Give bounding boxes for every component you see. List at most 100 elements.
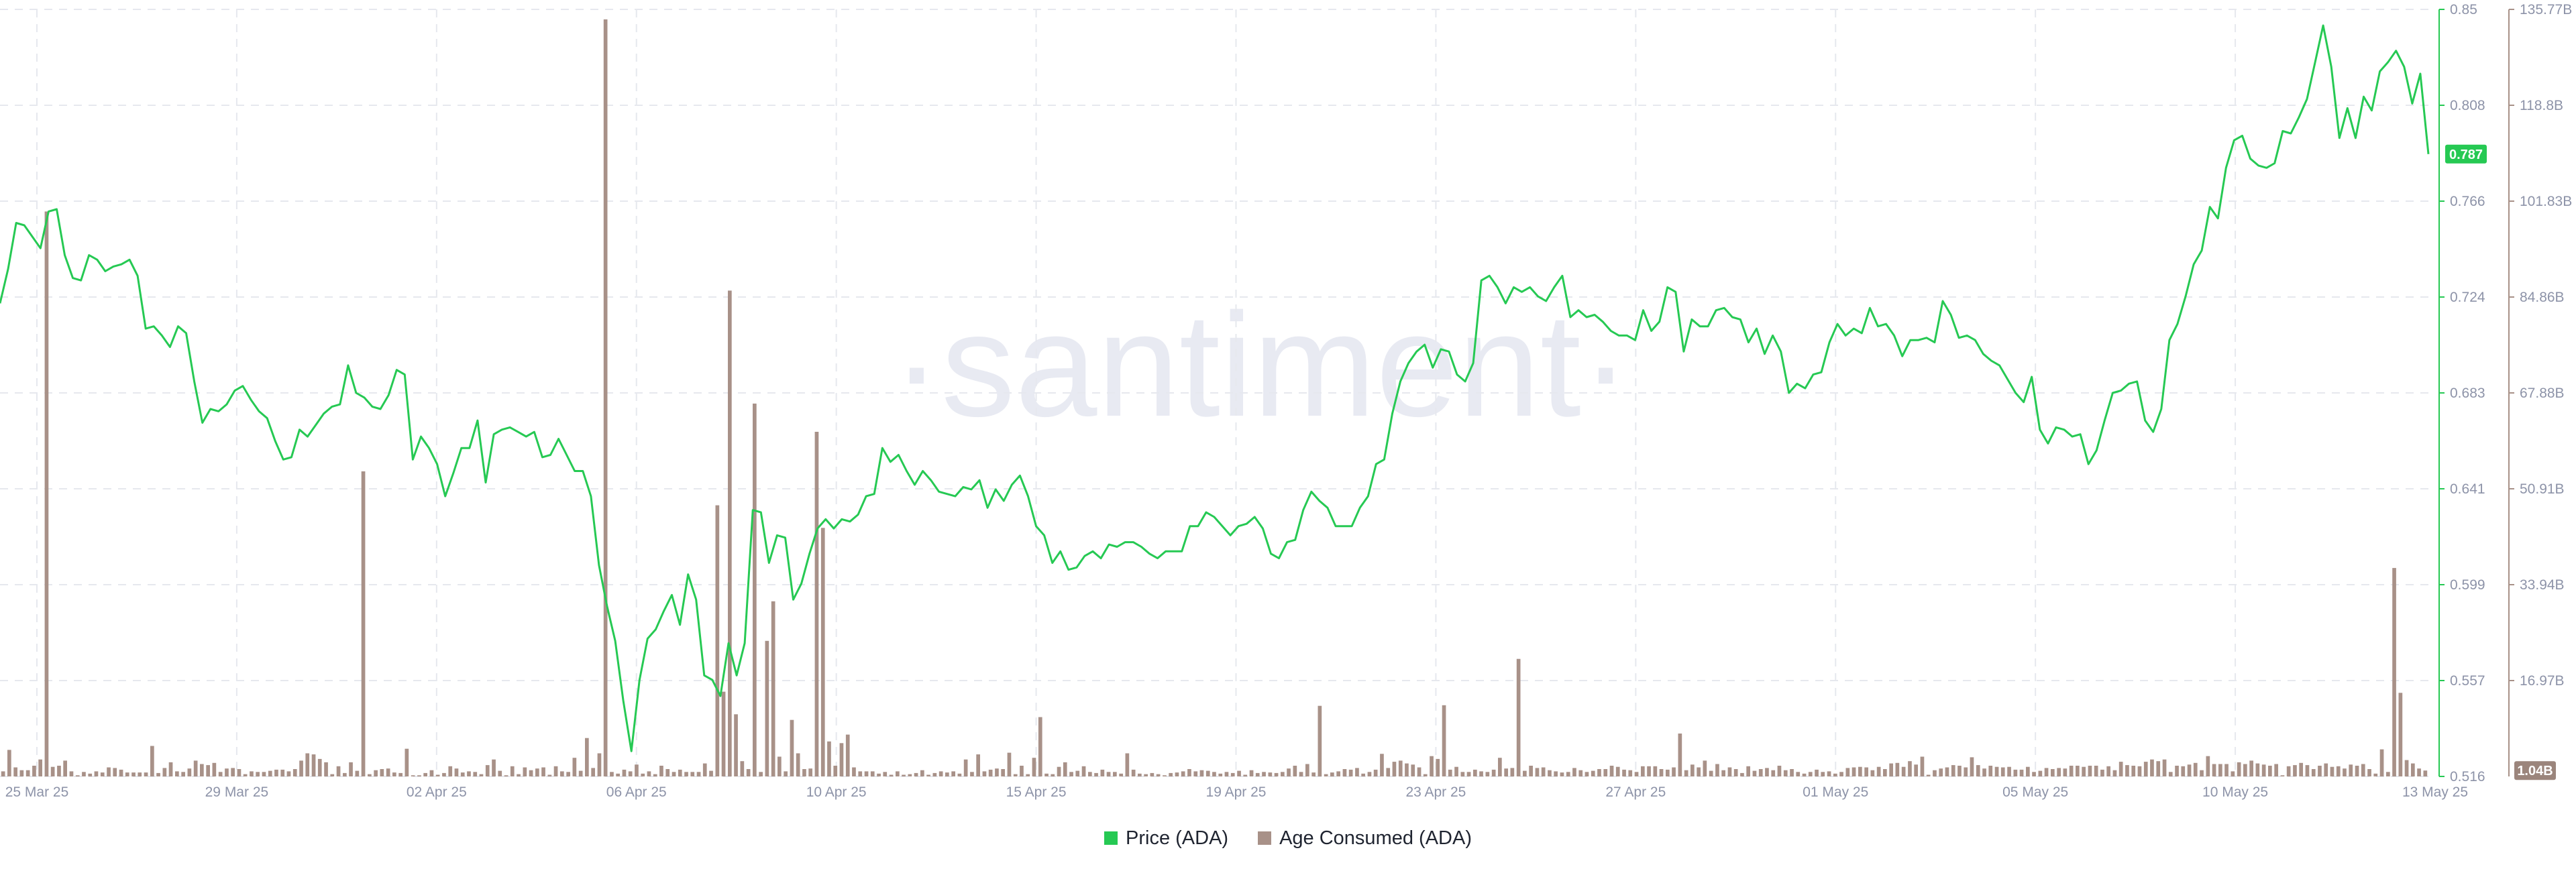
- age-consumed-bar: [1715, 764, 1719, 776]
- age-consumed-bar: [237, 769, 241, 776]
- price-tick-label: 0.557: [2450, 673, 2485, 689]
- age-consumed-bar: [1802, 773, 1807, 776]
- age-consumed-bar: [119, 769, 123, 776]
- age-consumed-bar: [2082, 766, 2086, 776]
- age-consumed-bar: [1044, 773, 1049, 776]
- legend-item-price[interactable]: Price (ADA): [1104, 827, 1228, 850]
- age-consumed-bar: [1187, 769, 1191, 776]
- age-consumed-bar: [1032, 758, 1036, 776]
- age-consumed-bar: [1622, 769, 1626, 776]
- age-consumed-bar: [1672, 767, 1676, 776]
- age-consumed-bar: [1281, 772, 1285, 776]
- legend-item-age-consumed[interactable]: Age Consumed (ADA): [1258, 827, 1472, 850]
- age-consumed-bar: [88, 773, 93, 776]
- age-consumed-bar: [1436, 758, 1440, 776]
- age-consumed-bar: [336, 766, 341, 776]
- age-consumed-bar: [839, 743, 844, 776]
- age-consumed-bar: [1827, 771, 1831, 776]
- age-consumed-bar: [970, 772, 974, 776]
- age-consumed-bar: [225, 768, 229, 776]
- age-consumed-bar: [50, 766, 55, 776]
- age-consumed-bar: [1727, 767, 1732, 776]
- age-tick-label: 67.88B: [2520, 386, 2565, 401]
- age-consumed-bar: [150, 746, 154, 776]
- age-consumed-bar: [1330, 772, 1334, 776]
- age-consumed-bar: [523, 767, 527, 776]
- age-consumed-bar: [1628, 770, 1633, 776]
- age-consumed-bar: [1293, 766, 1297, 776]
- age-consumed-bar: [1790, 769, 1794, 776]
- age-consumed-bar: [721, 691, 726, 776]
- age-consumed-bar: [82, 772, 86, 776]
- age-consumed-bar: [460, 772, 465, 776]
- age-consumed-bar: [405, 748, 409, 776]
- age-consumed-bar: [585, 738, 589, 776]
- age-consumed-bar: [647, 771, 651, 776]
- age-consumed-bar: [988, 769, 993, 776]
- age-consumed-bar: [1641, 766, 1645, 776]
- age-consumed-bar: [591, 768, 595, 776]
- age-consumed-bar: [1175, 772, 1179, 776]
- age-consumed-bar: [1081, 766, 1086, 776]
- age-consumed-bar: [1007, 752, 1012, 776]
- age-consumed-bar: [1920, 756, 1925, 776]
- age-consumed-bar: [566, 772, 570, 776]
- age-consumed-bar: [2000, 767, 2005, 776]
- x-tick-label: 15 Apr 25: [1006, 784, 1067, 800]
- age-consumed-bar: [2112, 770, 2117, 776]
- age-consumed-bar: [1883, 769, 1887, 776]
- age-consumed-bar: [740, 761, 745, 776]
- age-consumed-bar: [2249, 760, 2253, 776]
- age-consumed-bar: [702, 763, 707, 776]
- age-consumed-bar: [641, 773, 645, 776]
- age-consumed-bar: [1063, 762, 1067, 776]
- age-consumed-bar: [181, 772, 185, 776]
- x-tick-label: 10 May 25: [2202, 784, 2268, 800]
- age-consumed-bar: [2088, 766, 2092, 776]
- legend-age-label: Age Consumed (ADA): [1279, 827, 1472, 849]
- age-consumed-bar: [2032, 772, 2036, 776]
- age-consumed-bar: [1212, 772, 1216, 776]
- age-consumed-bar: [541, 767, 545, 776]
- age-consumed-bar: [368, 774, 372, 776]
- age-consumed-bar: [330, 774, 335, 776]
- age-consumed-bar: [1933, 770, 1937, 776]
- age-consumed-bar: [1895, 762, 1900, 776]
- age-consumed-bar: [1249, 770, 1254, 776]
- age-consumed-bar: [2379, 749, 2384, 776]
- age-consumed-bar: [1199, 770, 1204, 776]
- age-consumed-bar: [2212, 764, 2216, 776]
- age-consumed-bar: [2305, 765, 2310, 776]
- age-consumed-bar: [19, 770, 24, 776]
- age-consumed-bar: [2137, 766, 2142, 776]
- age-consumed-bar: [914, 772, 918, 776]
- age-consumed-bar: [1075, 770, 1080, 776]
- price-tick-label: 0.766: [2450, 194, 2485, 209]
- age-consumed-bar: [1615, 766, 1620, 776]
- age-consumed-bar: [982, 771, 987, 776]
- age-consumed-bar: [1255, 772, 1260, 776]
- age-consumed-bar: [2162, 759, 2167, 776]
- age-consumed-bar: [1523, 770, 1527, 776]
- age-consumed-bar: [1994, 766, 1999, 776]
- age-consumed-bar: [1516, 658, 1521, 776]
- age-consumed-bar: [69, 771, 74, 776]
- age-consumed-bar: [343, 772, 347, 776]
- price-tick-label: 0.808: [2450, 98, 2485, 113]
- age-consumed-bar: [1423, 774, 1428, 776]
- age-consumed-bar: [845, 734, 850, 776]
- age-consumed-bar: [796, 753, 800, 776]
- age-consumed-bar: [1144, 774, 1148, 776]
- age-consumed-bar: [435, 774, 440, 776]
- age-consumed-bar: [883, 772, 888, 776]
- age-consumed-bar: [1373, 769, 1378, 776]
- age-consumed-bar: [963, 759, 968, 776]
- price-tick-label: 0.516: [2450, 769, 2485, 784]
- age-consumed-bar: [827, 741, 831, 776]
- price-tick-label: 0.599: [2450, 577, 2485, 593]
- age-consumed-bar: [1833, 773, 1837, 776]
- age-consumed-bar: [113, 768, 117, 776]
- x-tick-label: 13 May 25: [2402, 784, 2468, 800]
- age-consumed-bar: [1205, 770, 1210, 776]
